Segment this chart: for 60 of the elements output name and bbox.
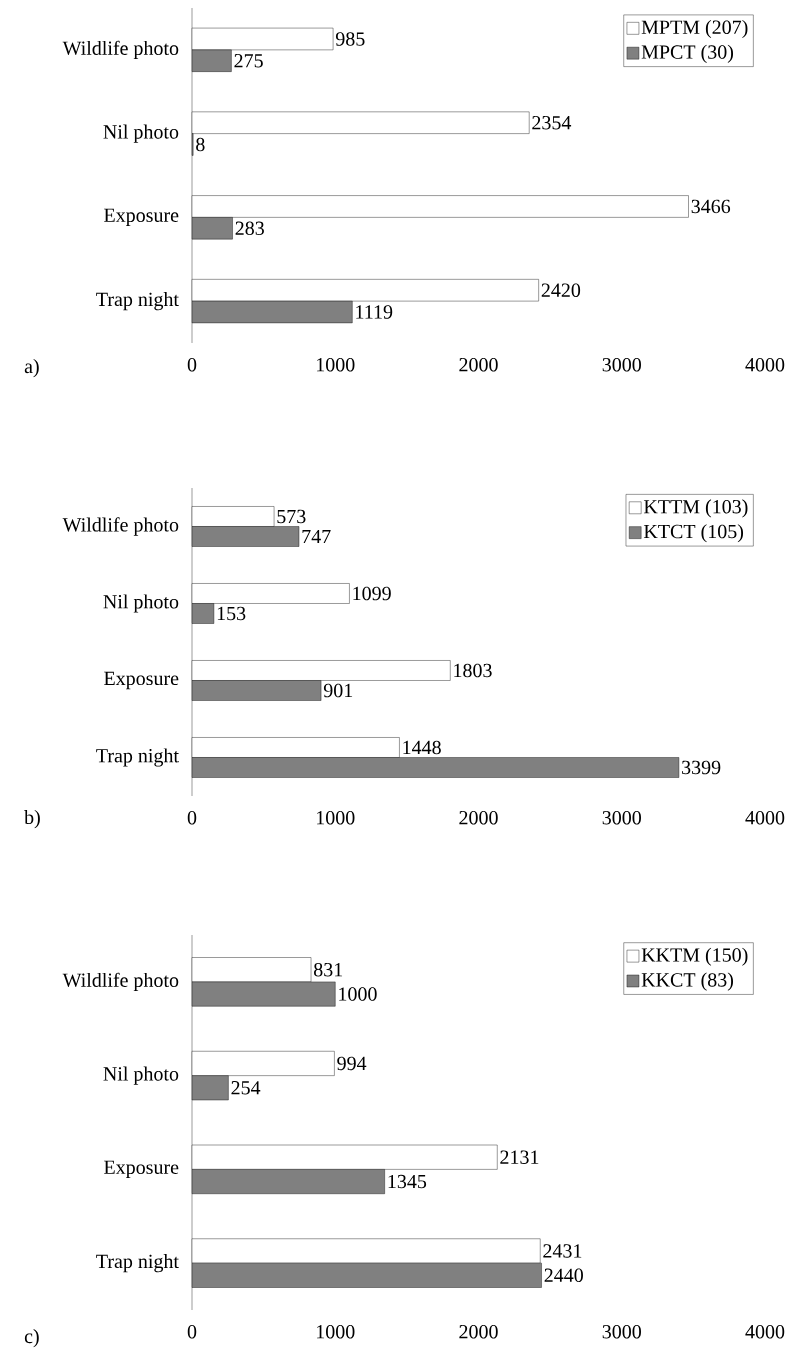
- x-tick-label: 2000: [459, 1325, 498, 1339]
- y-tick-label: Nil photo: [103, 124, 179, 143]
- data-label: 3399: [682, 760, 721, 775]
- data-label: 1000: [339, 987, 377, 1001]
- legend-label: KKCT (83): [641, 972, 734, 991]
- data-label: 1803: [454, 663, 492, 678]
- data-label: 2420: [541, 283, 581, 297]
- data-label: 153: [217, 606, 246, 621]
- x-tick-label: 0: [187, 810, 197, 825]
- x-tick-label: 4000: [745, 1325, 785, 1339]
- y-tick-label: Exposure: [104, 671, 179, 690]
- data-label: 1119: [356, 305, 393, 319]
- y-tick-label: Exposure: [104, 208, 179, 227]
- data-label: 3466: [691, 199, 731, 214]
- data-label: 1099: [353, 586, 391, 601]
- y-tick-label: Trap night: [96, 1254, 179, 1273]
- data-label: 831: [314, 962, 343, 977]
- y-tick-label: Wildlife photo: [62, 517, 179, 536]
- y-tick-label: Trap night: [96, 292, 179, 311]
- x-tick-label: 4000: [745, 357, 785, 372]
- data-label: 1345: [388, 1174, 427, 1189]
- data-label: 573: [277, 509, 306, 524]
- x-tick-label: 0: [187, 357, 197, 372]
- x-tick-label: 0: [187, 1325, 197, 1339]
- text: c): [24, 1329, 39, 1348]
- text: b): [24, 810, 40, 829]
- data-label: 2431: [543, 1244, 582, 1258]
- data-label: 1448: [403, 740, 441, 755]
- x-tick-label: 1000: [317, 357, 355, 372]
- legend-label: KTCT (105): [643, 524, 744, 543]
- x-tick-label: 2000: [459, 357, 498, 372]
- legend-label: KKTM (150): [641, 947, 748, 966]
- legend-label: KTTM (103): [643, 499, 748, 518]
- legend-label: MPCT (30): [641, 44, 734, 63]
- x-tick-label: 3000: [602, 357, 641, 372]
- data-label: 747: [302, 529, 331, 544]
- y-tick-label: Trap night: [96, 748, 179, 767]
- legend-label: MPTM (207): [641, 19, 748, 39]
- y-tick-label: Wildlife photo: [62, 972, 179, 992]
- y-tick-label: Nil photo: [103, 1066, 179, 1085]
- data-label: 2354: [532, 116, 572, 130]
- y-tick-label: Nil photo: [103, 594, 179, 613]
- data-label: 2131: [500, 1150, 539, 1164]
- data-label: 283: [235, 221, 264, 236]
- x-tick-label: 4000: [745, 810, 785, 825]
- data-label: 8: [196, 137, 205, 152]
- y-tick-label: Exposure: [104, 1160, 179, 1179]
- x-tick-label: 1000: [317, 1325, 355, 1339]
- x-tick-label: 2000: [459, 810, 498, 825]
- data-label: 985: [335, 32, 365, 46]
- data-label: 901: [323, 683, 353, 698]
- text: a): [24, 359, 39, 378]
- x-tick-label: 3000: [602, 810, 641, 825]
- y-tick-label: Wildlife photo: [62, 40, 179, 60]
- data-label: 254: [231, 1081, 261, 1095]
- x-tick-label: 1000: [317, 810, 355, 825]
- data-label: 2440: [544, 1268, 583, 1283]
- data-label: 275: [234, 54, 263, 68]
- x-tick-label: 3000: [602, 1325, 641, 1339]
- data-label: 994: [337, 1056, 367, 1071]
